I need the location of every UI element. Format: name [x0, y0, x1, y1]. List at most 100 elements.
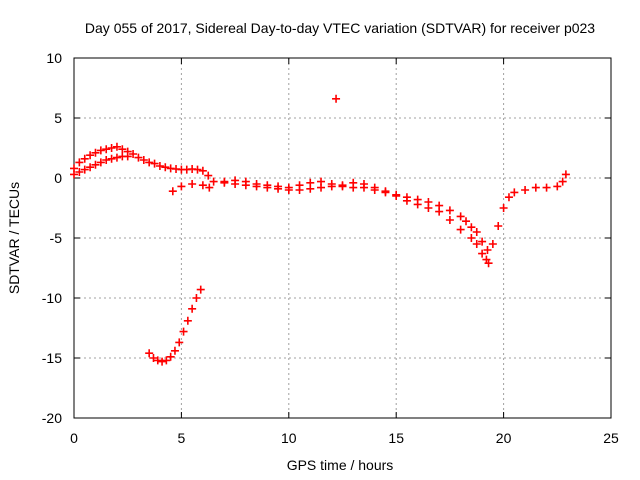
data-point [161, 163, 170, 172]
data-point [462, 217, 471, 226]
data-point [349, 178, 358, 187]
data-point [155, 162, 164, 170]
data-point [252, 180, 261, 188]
data-point [317, 177, 326, 186]
series-secondary-arc [168, 176, 491, 264]
series-trough-arc [145, 285, 205, 366]
data-point [177, 182, 186, 191]
data-point [472, 228, 481, 236]
data-point [204, 171, 213, 180]
data-point [295, 181, 304, 190]
data-point [188, 304, 197, 313]
data-point [327, 180, 336, 188]
data-point [413, 200, 422, 209]
data-markers [70, 94, 570, 366]
data-point [86, 163, 95, 172]
data-point [70, 170, 78, 179]
x-tick-label: 10 [281, 430, 297, 446]
data-point [359, 180, 368, 188]
data-point [75, 158, 84, 167]
data-point [102, 145, 111, 154]
data-point [145, 158, 154, 167]
data-point [241, 177, 250, 186]
data-point [192, 294, 201, 302]
data-point [188, 180, 197, 188]
data-point [80, 165, 89, 174]
data-point [488, 240, 497, 248]
series-outlier [332, 94, 341, 103]
data-point [456, 212, 465, 221]
data-point [220, 177, 229, 186]
x-tick-label: 25 [603, 430, 619, 446]
data-point [483, 246, 492, 254]
data-point [129, 150, 138, 158]
data-point [91, 148, 100, 157]
y-tick-label: -20 [42, 410, 62, 426]
data-point [467, 234, 476, 242]
data-point [158, 357, 167, 366]
data-point [478, 237, 487, 246]
data-point [175, 338, 184, 347]
data-point [424, 204, 433, 212]
data-point [107, 144, 116, 152]
series-main-trace [70, 142, 570, 254]
data-point [162, 356, 171, 365]
data-point [80, 154, 89, 163]
data-point [75, 168, 84, 176]
y-tick-label: -15 [42, 350, 62, 366]
data-point [381, 187, 390, 196]
data-point [370, 183, 379, 192]
data-point [231, 176, 240, 185]
data-point [445, 216, 454, 224]
data-point [499, 204, 508, 212]
data-point [193, 165, 202, 174]
x-tick-label: 0 [70, 430, 78, 446]
y-tick-label: 10 [46, 50, 62, 66]
data-point [123, 152, 132, 161]
y-tick-label: 5 [54, 110, 62, 126]
data-point [198, 166, 207, 175]
data-point [91, 160, 100, 169]
data-point [112, 153, 121, 162]
x-tick-label: 20 [496, 430, 512, 446]
data-point [134, 153, 143, 162]
x-axis-label: GPS time / hours [287, 457, 394, 473]
data-point [392, 192, 401, 200]
data-point [484, 259, 493, 268]
data-point [445, 206, 454, 215]
data-point [118, 145, 127, 154]
data-point [139, 156, 148, 164]
data-point [435, 207, 444, 216]
data-point [196, 285, 205, 294]
x-tick-label: 15 [388, 430, 404, 446]
data-point [561, 170, 570, 179]
grid [74, 58, 611, 418]
data-point [263, 181, 272, 190]
data-point [504, 193, 513, 202]
data-point [112, 142, 121, 151]
data-point [510, 188, 519, 197]
data-point [153, 356, 162, 365]
data-point [198, 181, 207, 190]
data-point [478, 249, 487, 258]
data-point [338, 181, 347, 190]
x-tick-label: 5 [178, 430, 186, 446]
data-point [553, 182, 562, 191]
data-point [150, 159, 159, 168]
series-lower-band [70, 152, 132, 179]
data-point [521, 186, 530, 194]
data-point [145, 349, 154, 358]
data-point [102, 156, 111, 164]
data-point [209, 177, 218, 186]
data-point [284, 183, 293, 192]
x-tick-labels: 0 5 10 15 20 25 [70, 430, 619, 446]
data-point [168, 187, 177, 196]
data-point [531, 183, 540, 192]
data-point [179, 327, 188, 336]
chart-title: Day 055 of 2017, Sidereal Day-to-day VTE… [85, 20, 595, 36]
data-point [170, 346, 179, 355]
data-point [456, 225, 465, 234]
data-point [494, 222, 503, 230]
y-tick-labels: 10 5 0 -5 -10 -15 -20 [42, 50, 62, 426]
